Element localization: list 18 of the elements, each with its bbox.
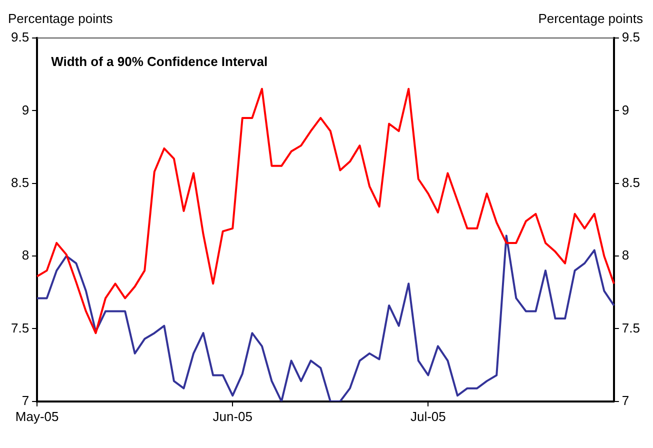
y-tick-label: 9	[22, 102, 30, 118]
y2-tick-label: 8.5	[622, 174, 640, 190]
x-tick-label: Jul-05	[410, 408, 446, 424]
y-tick-label: 8.5	[10, 174, 30, 190]
y2-axis-title: Percentage points	[538, 11, 644, 26]
y2-tick-label: 9	[622, 102, 630, 118]
text: Width of a 90% Confidence Interval	[51, 54, 268, 70]
y2-tick-label: 7.5	[622, 320, 640, 336]
y-tick-label: 7	[22, 392, 30, 408]
x-tick-label: Jun-05	[212, 408, 252, 424]
y-tick-label: 9.5	[10, 30, 30, 45]
y2-tick-label: 8	[622, 248, 630, 263]
y2-tick-label: 9.5	[622, 30, 640, 45]
y-axis-title: Percentage points	[8, 11, 114, 26]
y-tick-label: 8	[22, 248, 30, 263]
x-tick-label: May-05	[15, 408, 59, 424]
y2-tick-label: 7	[622, 392, 630, 408]
y-tick-label: 7.5	[10, 320, 30, 336]
